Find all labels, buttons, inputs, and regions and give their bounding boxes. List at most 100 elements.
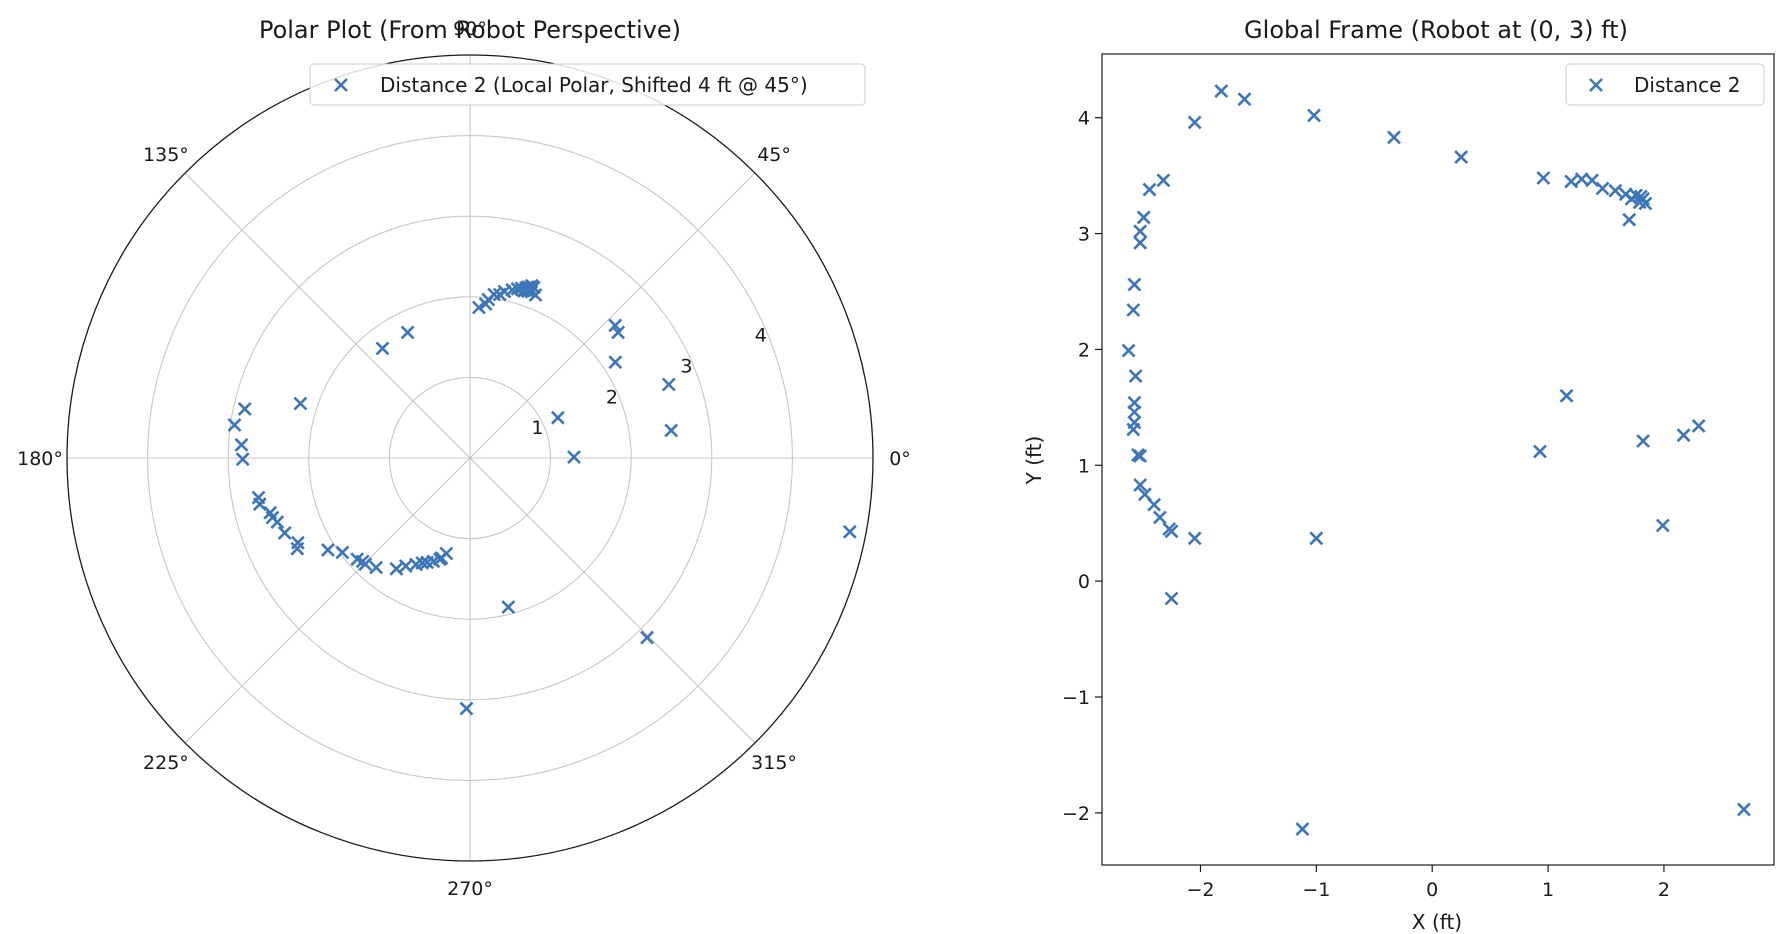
global-y-tick-label: 4 [1078,108,1090,130]
global-legend-marker [1589,78,1603,92]
polar-chart: Polar Plot (From Robot Perspective) 0° 45… [17,16,911,900]
polar-point [375,341,390,356]
global-point [1142,182,1157,197]
polar-legend-label: Distance 2 (Local Polar, Shifted 4 ft @ … [380,73,808,97]
polar-point [335,545,350,560]
global-point [1387,130,1401,145]
global-y-ticks: −2 −1 0 1 2 3 4 [1062,108,1102,825]
global-point [1152,510,1167,525]
polar-theta-tick-label: 270° [447,878,493,900]
global-point [1622,212,1637,227]
polar-theta-tick-label: 135° [143,144,189,166]
global-point [1127,405,1142,419]
polar-point [369,560,384,575]
global-point [1736,802,1751,817]
polar-point [608,355,623,370]
global-y-tick-label: −1 [1062,687,1090,709]
global-point [1164,591,1179,606]
global-point [1454,150,1469,165]
global-point [1307,108,1321,123]
global-point [1136,210,1151,225]
global-point [1214,84,1229,99]
polar-frame [66,54,874,862]
global-x-tick-label: 2 [1658,879,1670,901]
polar-theta-gridline [184,457,471,744]
polar-point [842,524,857,539]
global-point [1533,444,1547,459]
polar-r-tick-label: 3 [680,355,692,377]
global-y-tick-label: 3 [1078,224,1090,246]
global-point [1237,92,1252,107]
global-x-tick-label: −1 [1302,879,1330,901]
polar-point [459,701,474,716]
global-point [1133,478,1148,492]
polar-grid [67,55,873,861]
polar-chart-title: Polar Plot (From Robot Perspective) [259,16,681,44]
global-point [1309,531,1324,546]
polar-point [358,557,373,572]
global-point [1536,171,1551,185]
global-point [1156,173,1171,188]
polar-point [471,300,486,315]
polar-point [550,410,565,425]
global-legend-label: Distance 2 [1634,73,1741,97]
polar-point [661,377,676,392]
global-point [1121,343,1136,358]
global-y-tick-label: 1 [1078,455,1090,477]
polar-legend-box [309,63,866,106]
global-point [1133,224,1148,239]
polar-point [234,437,249,452]
polar-r-tick-label: 1 [531,417,543,439]
polar-point [501,600,516,615]
global-point [1564,174,1579,189]
global-y-tick-label: −2 [1062,803,1090,825]
global-legend: Distance 2 [1565,63,1765,106]
polar-r-labels: 1 2 3 4 [531,325,766,440]
polar-theta-tick-label: 90° [453,18,487,40]
polar-point [492,287,507,302]
polar-theta-tick-label: 315° [751,752,797,774]
polar-theta-tick-label: 180° [17,448,63,470]
global-y-tick-label: 2 [1078,339,1090,361]
global-legend-box [1565,63,1765,106]
global-plot-frame [1101,53,1775,866]
polar-point [400,325,415,340]
polar-theta-gridline [469,172,756,459]
polar-point [415,555,430,570]
polar-point [235,452,250,467]
global-point [1676,428,1691,443]
global-point [1127,277,1142,292]
global-point [1133,449,1148,463]
global-point [1133,235,1148,250]
polar-point [277,525,292,540]
global-x-tick-label: 1 [1542,879,1554,901]
polar-point [608,318,623,333]
polar-theta-tick-label: 0° [889,448,911,470]
global-point [1655,518,1670,533]
polar-legend-marker [334,78,348,92]
global-point [1128,369,1143,384]
polar-point [293,396,308,411]
global-point [1595,181,1610,196]
polar-point [389,561,404,576]
global-x-axis-label: X (ft) [1412,910,1462,934]
global-point [1608,183,1623,198]
polar-point [320,542,335,557]
polar-points [227,278,857,716]
global-chart-title: Global Frame (Robot at (0, 3) ft) [1244,16,1628,44]
polar-r-tick-label: 2 [606,386,618,408]
polar-point [227,417,242,432]
polar-point [270,515,285,530]
global-point [1633,189,1648,204]
global-point [1126,422,1141,437]
polar-theta-labels: 0° 45° 90° 135° 180° 225° 270° 315° [17,18,911,900]
polar-r-tick-label: 4 [755,325,767,347]
global-point [1559,388,1574,403]
polar-theta-tick-label: 45° [757,144,791,166]
global-x-tick-label: 0 [1426,879,1438,901]
polar-point [664,423,679,438]
global-y-tick-label: 0 [1078,571,1090,593]
global-point [1147,497,1162,512]
global-point [1295,822,1310,837]
